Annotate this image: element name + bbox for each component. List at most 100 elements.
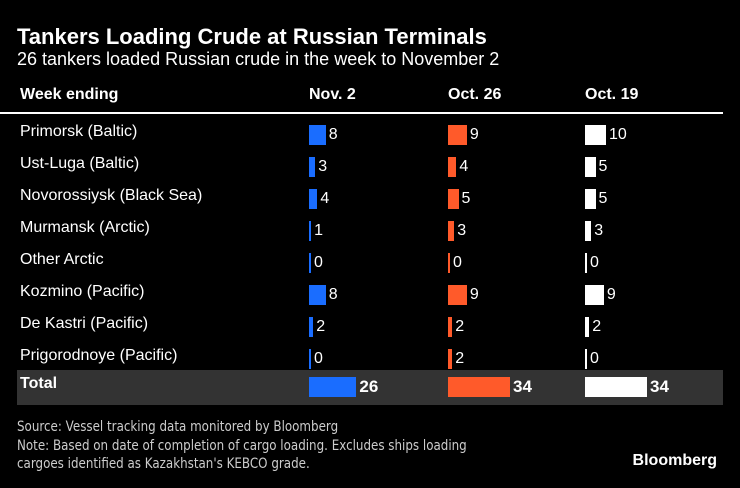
value-label: 1 bbox=[314, 222, 323, 239]
value-label: 0 bbox=[590, 350, 599, 367]
value-cell: 0 bbox=[309, 253, 323, 273]
bar-2 bbox=[585, 253, 587, 273]
total-cell: 34 bbox=[448, 377, 532, 397]
row-header: Week ending bbox=[20, 86, 119, 103]
table-row: Novorossiysk (Black Sea) 4 5 5 bbox=[0, 181, 740, 213]
bar-1 bbox=[448, 221, 455, 241]
value-cell: 9 bbox=[585, 285, 616, 305]
value-cell: 3 bbox=[309, 157, 327, 177]
total-value: 26 bbox=[359, 377, 379, 396]
bar-0 bbox=[309, 125, 326, 145]
total-bar-2 bbox=[585, 377, 647, 397]
total-bar-1 bbox=[448, 377, 510, 397]
bar-2 bbox=[585, 285, 604, 305]
value-cell: 0 bbox=[585, 349, 599, 369]
header-divider bbox=[0, 112, 723, 114]
bar-1 bbox=[448, 189, 459, 209]
value-cell: 1 bbox=[309, 221, 323, 241]
value-cell: 4 bbox=[448, 157, 468, 177]
value-cell: 3 bbox=[585, 221, 603, 241]
value-label: 9 bbox=[469, 126, 479, 143]
bar-2 bbox=[585, 157, 596, 177]
column-header-0: Nov. 2 bbox=[309, 86, 356, 103]
bar-1 bbox=[448, 253, 450, 273]
value-cell: 9 bbox=[448, 285, 479, 305]
row-label: Ust-Luga (Baltic) bbox=[20, 155, 140, 172]
total-bar-0 bbox=[309, 377, 357, 397]
bloomberg-logo: Bloomberg bbox=[632, 452, 717, 469]
total-row: Total 26 34 34 bbox=[17, 370, 723, 405]
chart-title: Tankers Loading Crude at Russian Termina… bbox=[17, 24, 487, 49]
value-label: 5 bbox=[598, 158, 608, 175]
source-note: Source: Vessel tracking data monitored b… bbox=[17, 419, 339, 435]
value-label: 4 bbox=[459, 158, 469, 175]
value-cell: 9 bbox=[448, 125, 479, 145]
row-label: Other Arctic bbox=[20, 251, 104, 268]
value-cell: 8 bbox=[309, 125, 338, 145]
bar-1 bbox=[448, 285, 467, 305]
bar-1 bbox=[448, 349, 453, 369]
value-label: 9 bbox=[606, 286, 616, 303]
value-label: 0 bbox=[314, 254, 323, 271]
value-label: 0 bbox=[453, 254, 462, 271]
value-cell: 8 bbox=[309, 285, 338, 305]
total-cell: 34 bbox=[585, 377, 669, 397]
bar-0 bbox=[309, 189, 318, 209]
total-value: 34 bbox=[513, 377, 532, 396]
value-label: 10 bbox=[609, 126, 627, 143]
value-cell: 5 bbox=[585, 157, 607, 177]
bar-0 bbox=[309, 285, 326, 305]
table-row: Murmansk (Arctic) 1 3 3 bbox=[0, 213, 740, 245]
row-label: Kozmino (Pacific) bbox=[20, 283, 145, 300]
table-row: Kozmino (Pacific) 8 9 9 bbox=[0, 277, 740, 309]
bar-2 bbox=[585, 317, 590, 337]
value-label: 2 bbox=[455, 350, 465, 367]
value-label: 8 bbox=[328, 286, 338, 303]
value-cell: 5 bbox=[448, 189, 470, 209]
value-label: 3 bbox=[318, 158, 328, 175]
footnote-line-1: Note: Based on date of completion of car… bbox=[17, 438, 467, 454]
bar-0 bbox=[309, 253, 311, 273]
bar-0 bbox=[309, 349, 311, 369]
value-cell: 2 bbox=[309, 317, 325, 337]
total-value: 34 bbox=[650, 377, 669, 396]
table-row: Primorsk (Baltic) 8 9 10 bbox=[0, 117, 740, 149]
total-label: Total bbox=[20, 375, 58, 392]
value-cell: 2 bbox=[448, 317, 464, 337]
value-label: 0 bbox=[590, 254, 599, 271]
bar-0 bbox=[309, 221, 312, 241]
table-row: Ust-Luga (Baltic) 3 4 5 bbox=[0, 149, 740, 181]
bar-0 bbox=[309, 317, 314, 337]
value-cell: 2 bbox=[585, 317, 601, 337]
value-label: 2 bbox=[592, 318, 602, 335]
row-label: Primorsk (Baltic) bbox=[20, 123, 138, 140]
value-label: 2 bbox=[455, 318, 465, 335]
bar-2 bbox=[585, 221, 592, 241]
column-header-2: Oct. 19 bbox=[585, 86, 639, 103]
value-label: 9 bbox=[469, 286, 479, 303]
value-cell: 0 bbox=[448, 253, 462, 273]
value-label: 5 bbox=[461, 190, 471, 207]
value-cell: 3 bbox=[448, 221, 466, 241]
value-cell: 10 bbox=[585, 125, 627, 145]
bar-2 bbox=[585, 125, 606, 145]
bar-1 bbox=[448, 157, 457, 177]
value-cell: 4 bbox=[309, 189, 329, 209]
footnote-line-2: cargoes identified as Kazakhstan's KEBCO… bbox=[17, 456, 310, 472]
total-cell: 26 bbox=[309, 377, 378, 397]
value-label: 2 bbox=[316, 318, 326, 335]
value-label: 0 bbox=[314, 350, 323, 367]
row-label: Novorossiysk (Black Sea) bbox=[20, 187, 203, 204]
value-cell: 2 bbox=[448, 349, 464, 369]
row-label: Prigorodnoye (Pacific) bbox=[20, 347, 178, 364]
bar-2 bbox=[585, 189, 596, 209]
value-cell: 5 bbox=[585, 189, 607, 209]
row-label: Murmansk (Arctic) bbox=[20, 219, 150, 236]
chart-subtitle: 26 tankers loaded Russian crude in the w… bbox=[17, 49, 500, 69]
value-label: 4 bbox=[320, 190, 330, 207]
value-label: 3 bbox=[594, 222, 604, 239]
value-label: 3 bbox=[457, 222, 467, 239]
bar-2 bbox=[585, 349, 587, 369]
bar-0 bbox=[309, 157, 316, 177]
